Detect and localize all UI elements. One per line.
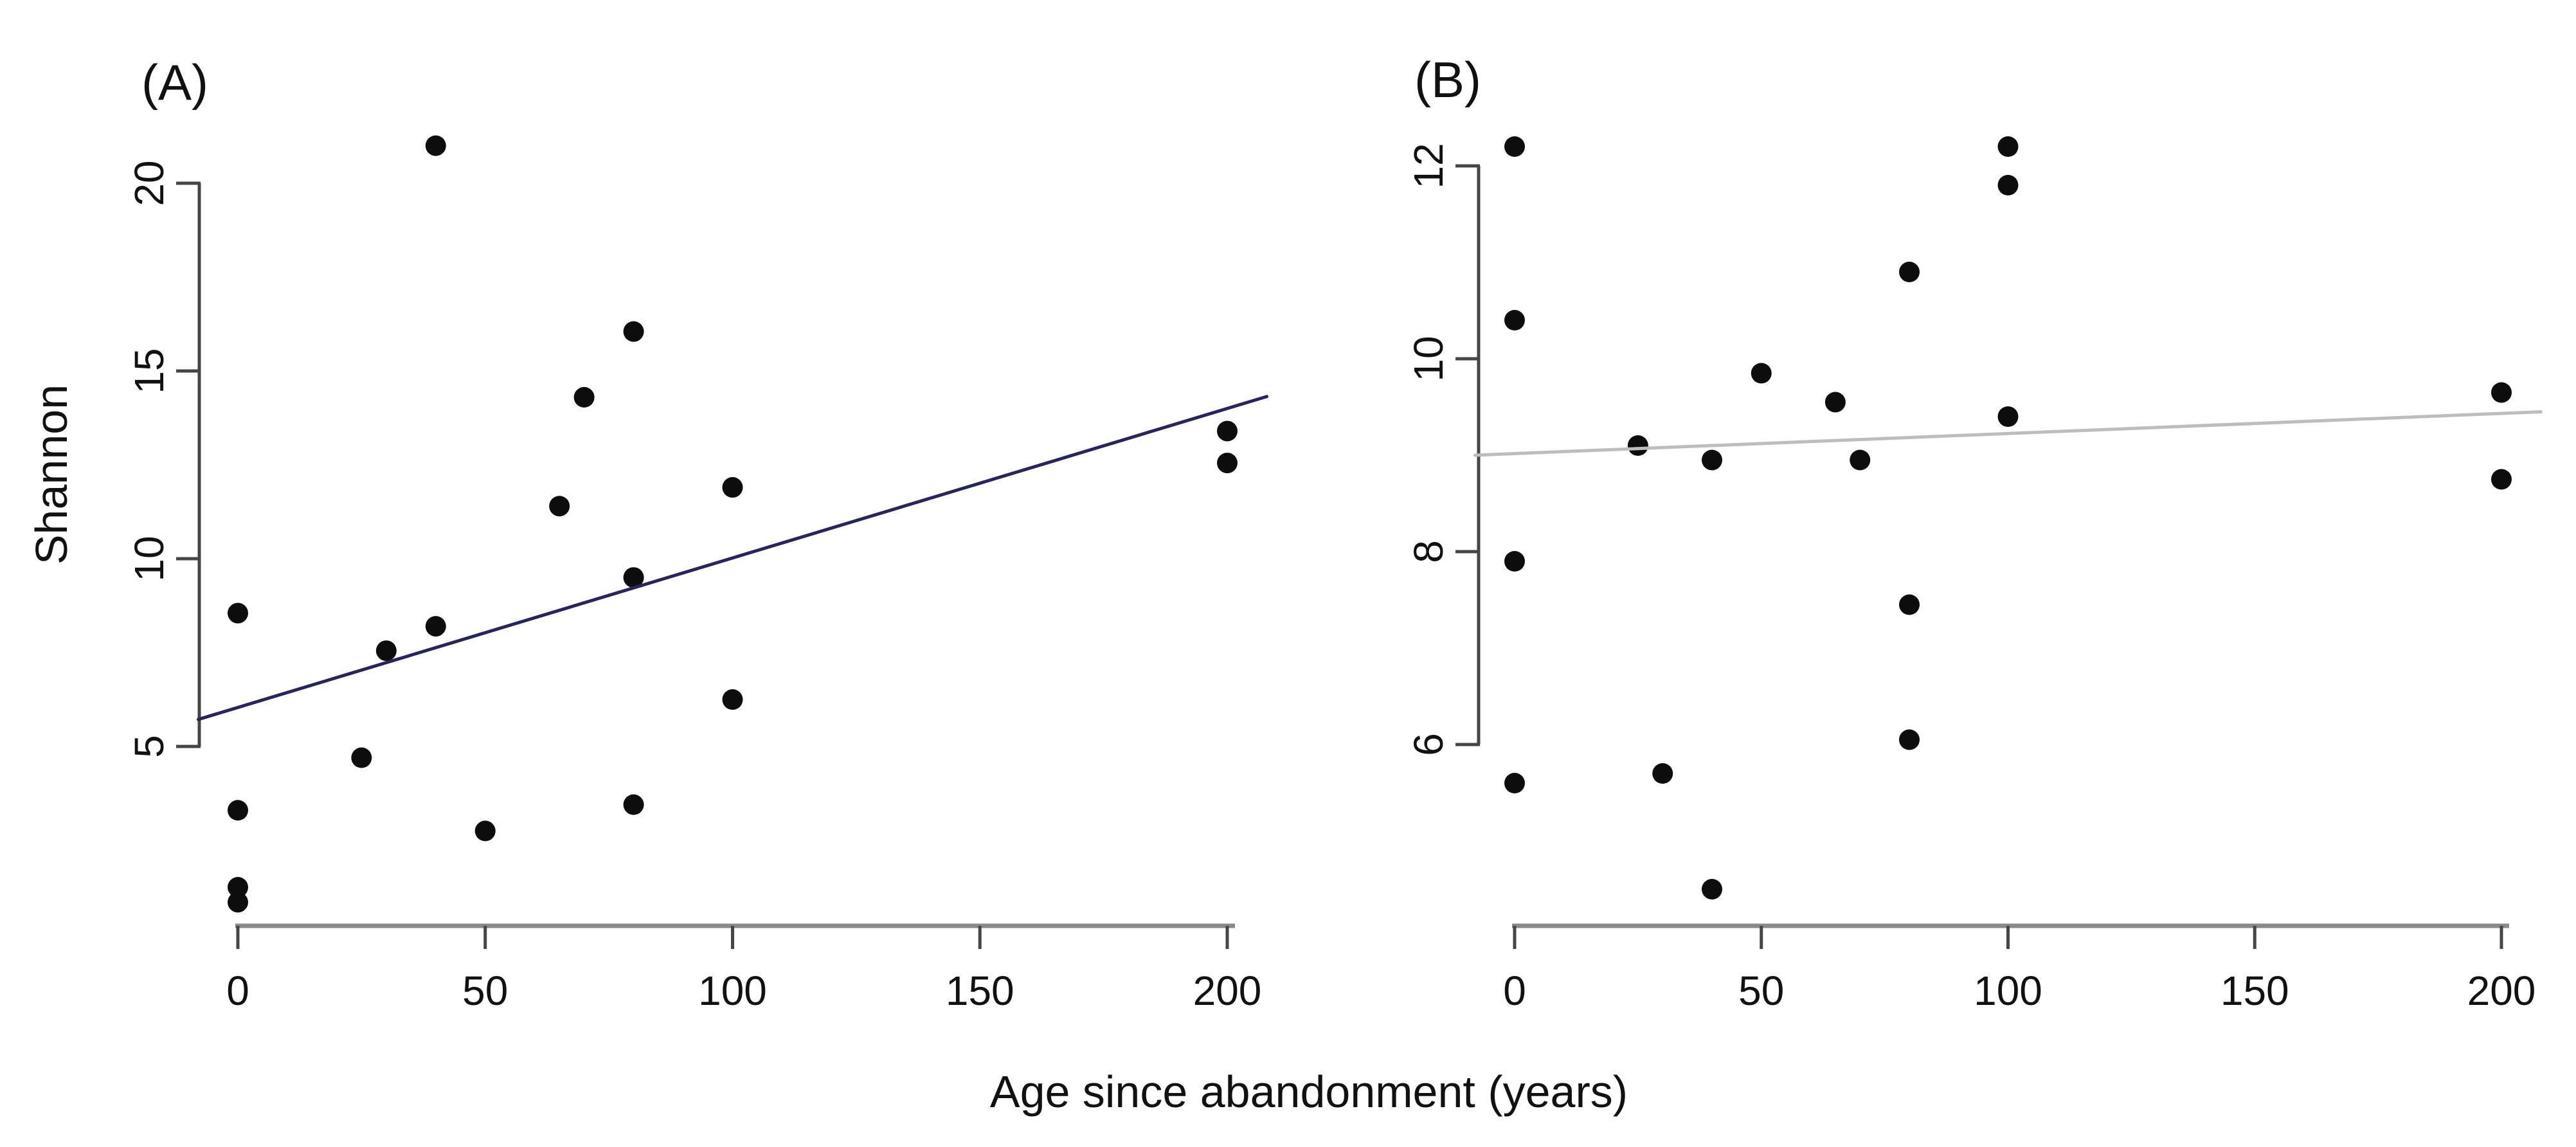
data-point — [1652, 763, 1673, 784]
data-point — [2491, 382, 2512, 403]
data-point — [1751, 363, 1772, 384]
y-tick-label: 10 — [126, 536, 172, 581]
data-point — [623, 567, 644, 588]
data-point — [623, 321, 644, 342]
x-tick-label: 50 — [462, 968, 508, 1014]
data-point — [1899, 594, 1920, 615]
data-point — [722, 477, 743, 498]
data-point — [351, 747, 372, 768]
panel-b-label: (B) — [1414, 51, 1481, 108]
data-point — [2491, 469, 2512, 490]
y-tick-label: 8 — [1405, 540, 1452, 563]
x-tick-label: 150 — [2220, 968, 2289, 1014]
data-point — [722, 689, 743, 710]
data-point — [1504, 773, 1525, 793]
data-point — [1217, 453, 1238, 474]
regression-line — [1473, 410, 2543, 457]
y-tick-label: 12 — [1405, 143, 1452, 188]
data-point — [228, 602, 248, 624]
data-point — [375, 640, 397, 662]
data-point — [425, 616, 446, 637]
data-point — [228, 892, 248, 913]
data-point — [1504, 551, 1525, 572]
data-point — [573, 386, 595, 408]
x-tick-label: 0 — [1503, 968, 1526, 1014]
data-point — [228, 877, 248, 898]
data-point — [1702, 879, 1722, 899]
data-point — [1702, 449, 1722, 471]
x-tick-label: 150 — [946, 968, 1014, 1014]
x-tick-label: 50 — [1738, 968, 1784, 1014]
y-tick-label: 20 — [126, 160, 172, 206]
data-point — [1824, 392, 1846, 413]
x-tick-label: 100 — [698, 968, 767, 1014]
panel-a-label: (A) — [141, 54, 208, 111]
y-axis-title: Shannon — [26, 384, 77, 564]
data-point — [1627, 435, 1648, 456]
x-tick-label: 200 — [2467, 968, 2536, 1014]
data-point — [1997, 406, 2019, 427]
data-point — [425, 135, 446, 156]
data-point — [1504, 136, 1525, 157]
x-tick-label: 0 — [226, 968, 249, 1014]
data-point — [1997, 175, 2019, 195]
x-tick-label: 100 — [1974, 968, 2042, 1014]
data-point — [228, 800, 248, 821]
data-point — [1217, 420, 1238, 442]
data-point — [1899, 729, 1920, 750]
y-tick-label: 6 — [1405, 733, 1452, 756]
data-point — [1850, 449, 1871, 471]
y-tick-label: 10 — [1405, 336, 1452, 381]
x-axis-title: Age since abandonment (years) — [990, 1067, 1628, 1117]
x-tick-label: 200 — [1193, 968, 1262, 1014]
data-point — [1504, 310, 1525, 330]
data-point — [1997, 136, 2019, 157]
y-tick-label: 5 — [126, 735, 172, 758]
data-point — [549, 496, 570, 517]
y-tick-label: 15 — [126, 348, 172, 393]
data-point — [1899, 262, 1920, 282]
regression-line — [196, 395, 1269, 721]
data-point — [474, 820, 496, 842]
panel-b-plot: 6 8 10 12 0 50 100 150 200 — [1405, 136, 2543, 1014]
data-point — [623, 794, 644, 815]
